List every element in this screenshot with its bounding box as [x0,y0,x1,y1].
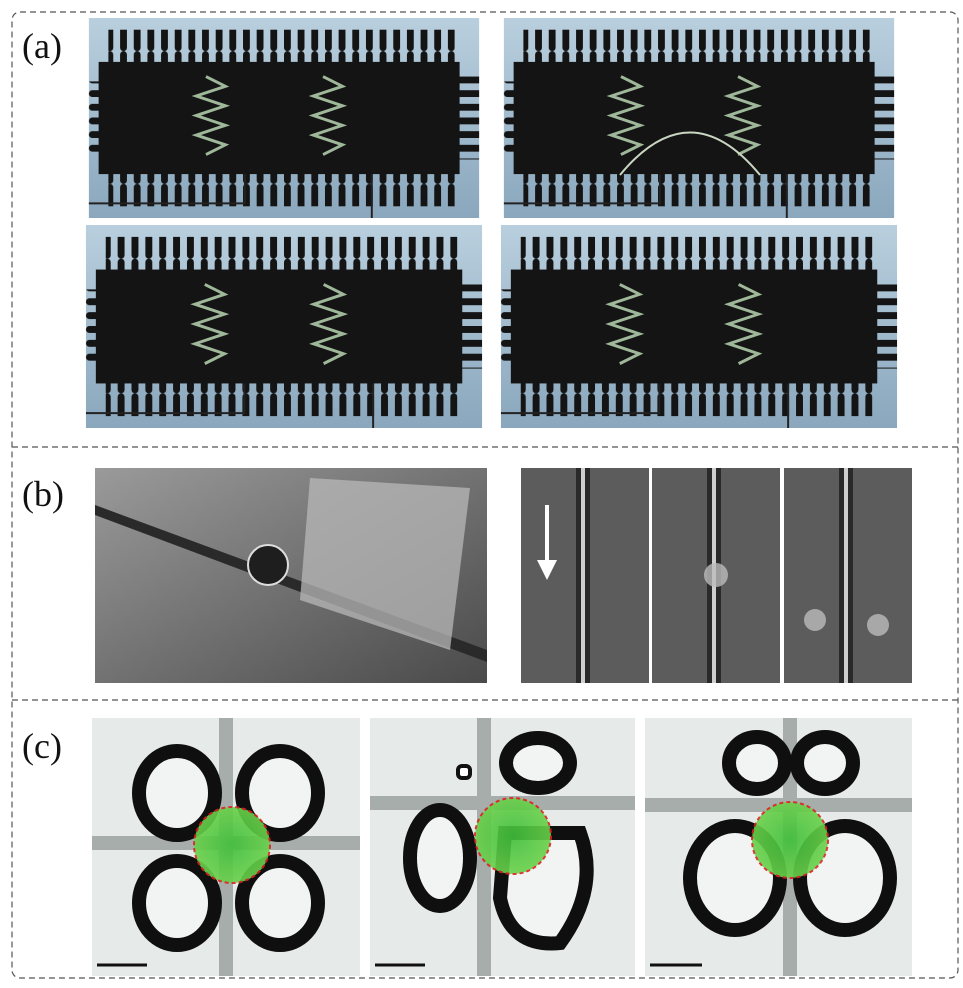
panel-label: (b) [22,474,64,514]
photo [370,718,635,976]
photo [95,468,487,683]
photo [521,468,912,683]
photo [501,225,897,428]
photo [504,18,894,218]
panel-label: (c) [22,726,62,766]
photo [645,718,912,976]
figure: (a) (b) (c) [0,0,963,983]
page: (a) (b) (c) [0,0,963,983]
panel-label: (a) [22,26,62,66]
photo [92,718,360,976]
photo [86,225,482,428]
photo [89,18,479,218]
